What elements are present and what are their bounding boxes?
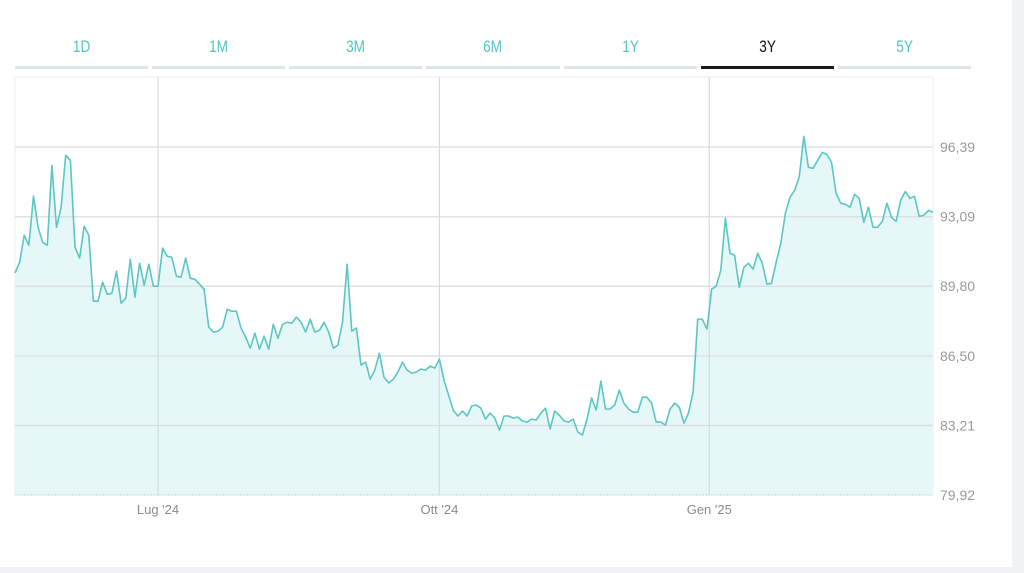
tab-underline (426, 66, 560, 69)
tab-underline (700, 66, 834, 69)
x-tick-label: Lug '24 (137, 502, 179, 517)
tab-6m[interactable]: 6M (426, 30, 560, 69)
tab-label: 1D (72, 37, 91, 56)
range-tabs: 1D 1M 3M 6M 1Y 3Y 5Y (15, 30, 971, 69)
y-tick-label: 96,39 (940, 139, 975, 155)
tab-underline (289, 66, 423, 69)
page-bottom-edge (0, 567, 1024, 573)
tab-3m[interactable]: 3M (289, 30, 423, 69)
y-tick-label: 93,09 (940, 209, 975, 225)
tab-label: 3Y (758, 37, 776, 56)
tab-label: 1Y (621, 37, 639, 56)
y-tick-label: 83,21 (940, 417, 975, 433)
tab-underline (152, 66, 286, 69)
price-chart[interactable]: 79,92 83,21 86,50 89,80 93,09 96,39 Lug '24 Ott… (0, 0, 1010, 560)
x-tick-label: Ott '24 (420, 502, 458, 517)
tab-5y[interactable]: 5Y (837, 30, 971, 69)
tab-3y[interactable]: 3Y (700, 30, 834, 69)
tab-underline (563, 66, 697, 69)
x-tick-label: Gen '25 (687, 502, 732, 517)
y-tick-label: 86,50 (940, 348, 975, 364)
y-tick-label: 79,92 (940, 487, 975, 503)
tab-1d[interactable]: 1D (15, 30, 149, 69)
tab-1y[interactable]: 1Y (563, 30, 697, 69)
page-scrollbar-track (1012, 0, 1024, 573)
tab-label: 5Y (896, 37, 913, 56)
price-line (14, 135, 934, 436)
tab-underline (15, 66, 149, 69)
y-tick-label: 89,80 (940, 278, 975, 294)
tab-1m[interactable]: 1M (152, 30, 286, 69)
tab-underline (837, 66, 971, 69)
tab-label: 6M (483, 37, 503, 56)
area-fill (15, 136, 933, 495)
tab-label: 1M (209, 37, 229, 56)
tab-label: 3M (346, 37, 366, 56)
